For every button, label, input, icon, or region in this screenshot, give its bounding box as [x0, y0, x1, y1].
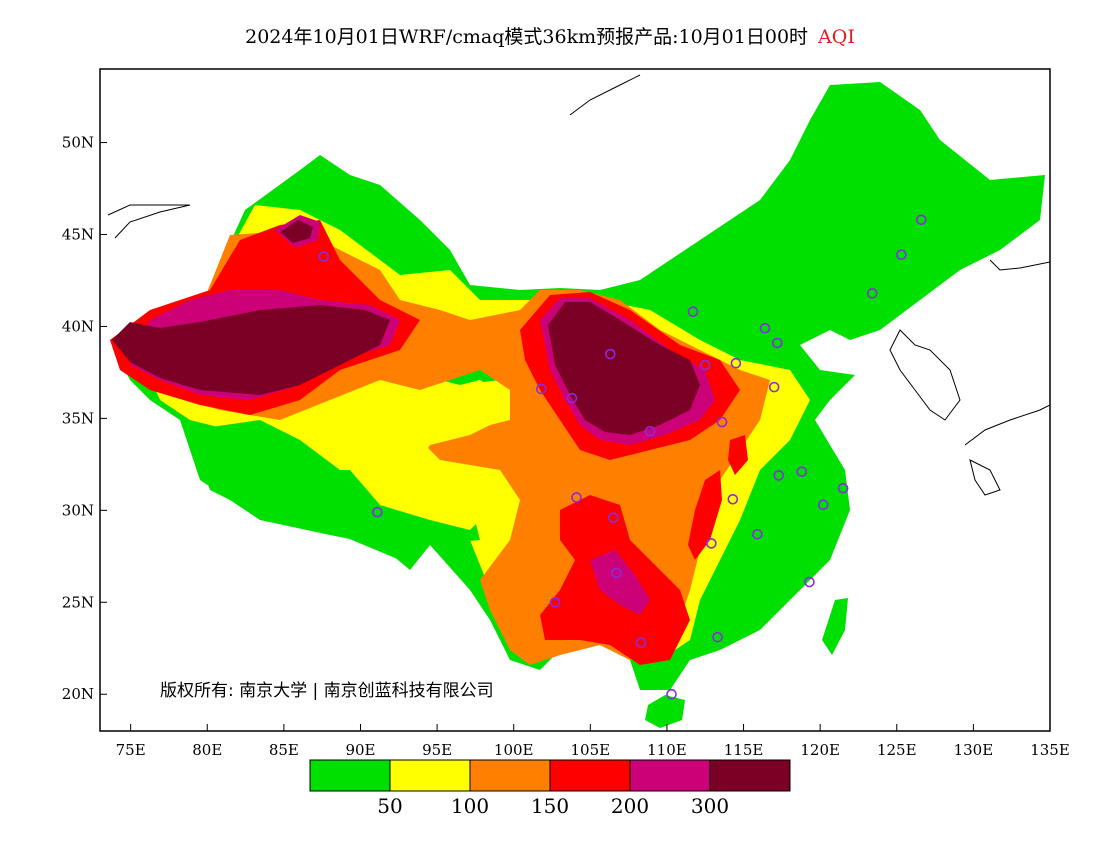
station-marker [699, 359, 711, 371]
aqi-colorbar: 50 100 150 200 300 [309, 759, 791, 818]
hainan-island [645, 695, 685, 728]
station-marker [727, 493, 739, 505]
station-marker [817, 499, 829, 511]
aqi-field-green-tibet [190, 420, 480, 560]
station-marker [318, 251, 330, 262]
lon-tick-label: 80E [192, 741, 222, 759]
station-markers [318, 214, 927, 700]
map-title: 2024年10月01日WRF/cmaq模式36km预报产品:10月01日00时 A… [0, 22, 1100, 49]
station-marker [915, 214, 927, 226]
station-marker [730, 357, 742, 369]
lon-tick-label: 115E [724, 741, 764, 759]
coastline-north [107, 74, 641, 239]
lon-tick-label: 100E [494, 741, 534, 759]
station-marker [768, 381, 780, 393]
colorbar-bin [549, 759, 631, 792]
coastline-japan [964, 404, 1050, 496]
station-marker [712, 631, 723, 643]
title-variable: AQI [818, 26, 855, 48]
aqi-field-red-hubei [688, 470, 722, 560]
lon-tick-label: 105E [571, 741, 611, 759]
station-marker [644, 425, 656, 437]
colorbar-bin [629, 759, 711, 792]
station-marker [796, 466, 808, 478]
station-marker [752, 528, 763, 540]
aqi-field-magenta-south [590, 550, 650, 615]
station-marker [866, 288, 878, 299]
lon-tick-label: 135E [1030, 741, 1070, 759]
lon-tick-label: 90E [345, 741, 375, 759]
lat-tick-label: 30N [62, 501, 94, 519]
lat-tick-label: 20N [62, 685, 94, 703]
station-marker [716, 416, 728, 428]
station-marker [566, 392, 578, 404]
map-frame [99, 68, 1051, 732]
lon-tick-label: 125E [877, 741, 917, 759]
station-marker [604, 348, 616, 360]
aqi-field-yellow-central [340, 380, 505, 530]
lon-tick-label: 95E [422, 741, 452, 759]
station-marker [773, 470, 785, 481]
aqi-field-red-henan [728, 435, 748, 475]
colorbar-bin [389, 759, 471, 792]
station-marker [372, 506, 383, 518]
station-marker [608, 512, 619, 523]
aqi-field-maroon-dzungaria [280, 220, 313, 243]
taiwan-island [822, 598, 848, 655]
lat-tick-label: 50N [62, 134, 94, 152]
colorbar-bin [709, 759, 791, 792]
station-marker [549, 596, 561, 608]
station-marker [611, 567, 622, 579]
lon-tick-label: 75E [116, 741, 146, 759]
colorbar-label: 300 [691, 794, 729, 818]
lat-tick-label: 45N [62, 226, 94, 244]
aqi-field-maroon-tarim [112, 305, 390, 395]
colorbar-label: 200 [611, 794, 649, 818]
coastline-korea [889, 329, 961, 421]
colorbar-bin [469, 759, 551, 792]
station-marker [771, 337, 783, 349]
colorbar-label: 150 [531, 794, 569, 818]
colorbar-bin [309, 759, 391, 792]
colorbar-label: 50 [377, 794, 402, 818]
longitude-axis: 75E 80E 85E 90E 95E 100E 105E 110E 115E 120E 125E 1… [116, 724, 1070, 759]
station-marker [666, 688, 677, 700]
aqi-field-maroon-loess [548, 302, 700, 435]
lon-tick-label: 130E [954, 741, 994, 759]
coastline-sakhalin [989, 259, 1050, 271]
station-marker [535, 383, 547, 395]
lat-tick-label: 35N [62, 409, 94, 427]
station-marker [571, 492, 582, 503]
lon-tick-label: 85E [269, 741, 299, 759]
station-marker [635, 637, 647, 649]
lat-tick-label: 25N [62, 593, 94, 611]
latitude-axis: 20N 25N 30N 35N 40N 45N 50N [62, 134, 107, 703]
station-marker [804, 576, 815, 588]
title-main: 2024年10月01日WRF/cmaq模式36km预报产品:10月01日00时 [245, 26, 809, 48]
lat-tick-label: 40N [62, 317, 94, 335]
copyright-text: 版权所有: 南京大学 | 南京创蓝科技有限公司 [160, 681, 494, 701]
station-marker [837, 482, 849, 494]
lon-tick-label: 110E [647, 741, 687, 759]
station-marker [896, 249, 907, 261]
station-marker [706, 538, 717, 549]
station-marker [687, 306, 699, 318]
colorbar-label: 100 [451, 794, 489, 818]
station-marker [759, 322, 771, 334]
lon-tick-label: 120E [800, 741, 840, 759]
